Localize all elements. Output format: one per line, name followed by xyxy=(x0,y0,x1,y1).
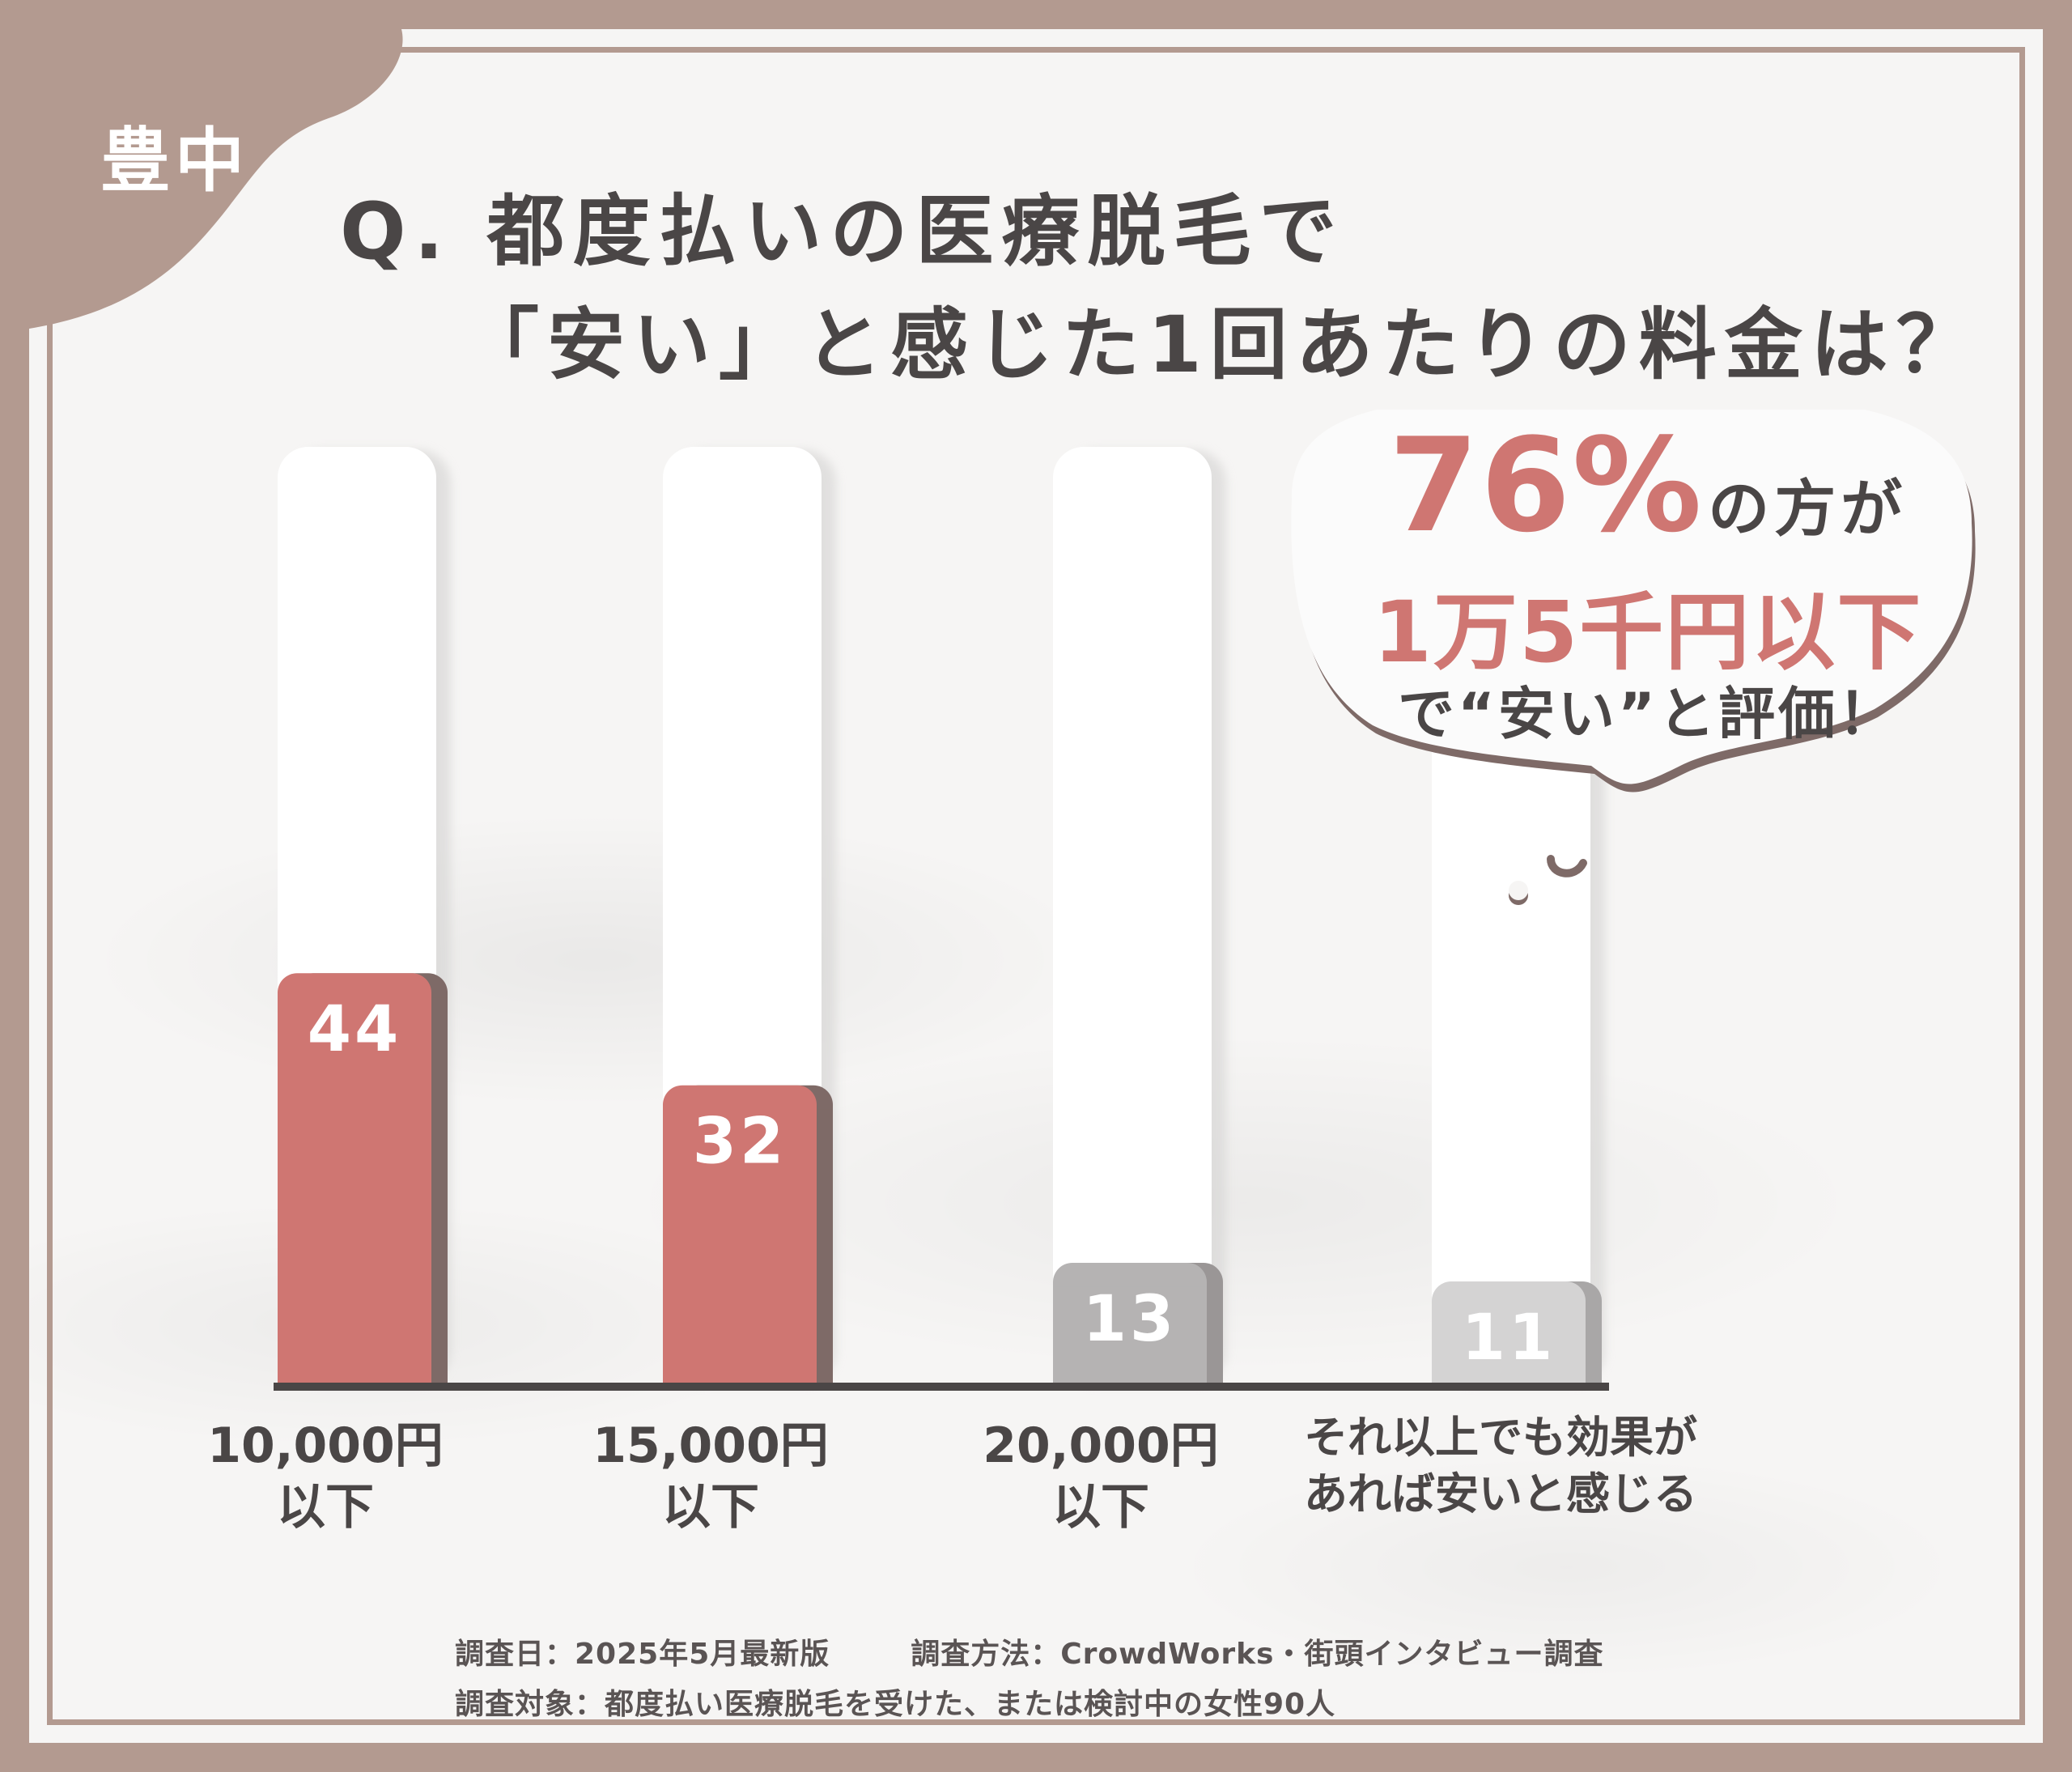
bar-track xyxy=(1053,447,1212,1384)
category-label: 以下 xyxy=(1052,1479,1149,1536)
callout-percent-suffix: の方が xyxy=(1708,473,1908,545)
infographic-card: 豊中 Q. 都度払いの医療脱毛で 「安い」と感じた1回あたりの料金は？ 44 10… xyxy=(29,29,2043,1743)
footer-line-1: 調査日：2025年5月最新版 調査方法：CrowdWorks・街頭インタビュー調査 xyxy=(455,1630,1603,1672)
callout-line-1: 76% の方が xyxy=(1276,410,2020,561)
bar xyxy=(663,1109,817,1384)
category-label: 以下 xyxy=(662,1479,759,1536)
category-label: あれば安いと感じる xyxy=(1304,1468,1697,1519)
question-line-1: Q. 都度払いの医療脱毛で xyxy=(340,186,1345,277)
corner-tab xyxy=(29,29,403,329)
category-label: それ以上でも効果が xyxy=(1304,1412,1697,1463)
bar xyxy=(1432,1306,1586,1384)
bar xyxy=(278,997,431,1384)
category-label: 以下 xyxy=(277,1479,374,1536)
category-label: 15,000円 xyxy=(592,1417,829,1474)
callout-line-3: で“安い”と評価！ xyxy=(1397,681,1898,747)
location-label: 豊中 xyxy=(100,121,249,202)
survey-method: 調査方法：CrowdWorks・街頭インタビュー調査 xyxy=(911,1638,1604,1671)
speech-bubble xyxy=(1291,410,1976,905)
data-label: 13 xyxy=(1083,1283,1178,1356)
category-label: 20,000円 xyxy=(983,1417,1219,1474)
bar xyxy=(1053,1286,1207,1384)
question-line-2: 「安い」と感じた1回あたりの料金は？ xyxy=(461,300,1982,390)
x-axis-baseline xyxy=(274,1383,1609,1391)
data-label: 32 xyxy=(693,1106,788,1179)
category-label: 10,000円 xyxy=(207,1417,444,1474)
data-label: 11 xyxy=(1462,1302,1556,1375)
bar-chart: 4410,000円以下3215,000円以下1320,000円以下11それ以上で… xyxy=(207,447,1697,1536)
callout-percent: 76% xyxy=(1388,410,1704,561)
callout-line-2: 1万5千円以下 xyxy=(1373,583,1923,682)
question-title: Q. 都度払いの医療脱毛で 「安い」と感じた1回あたりの料金は？ xyxy=(340,175,1982,402)
data-label: 44 xyxy=(308,993,402,1066)
survey-target: 調査対象：都度払い医療脱毛を受けた、または検討中の女性90人 xyxy=(455,1688,1336,1721)
survey-date: 調査日：2025年5月最新版 xyxy=(455,1638,830,1671)
